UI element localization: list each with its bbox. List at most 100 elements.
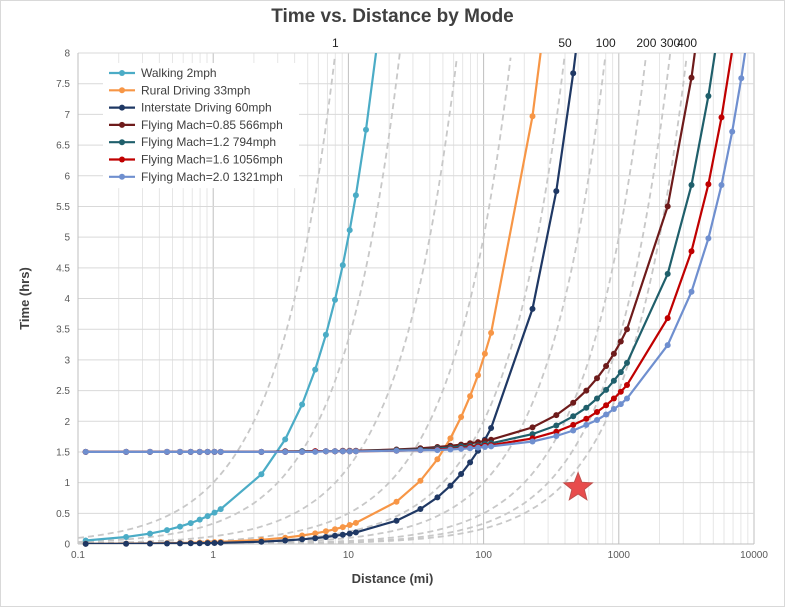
x-tick-label: 0.1: [71, 550, 85, 561]
series-point: [187, 540, 194, 547]
series-point: [553, 422, 560, 429]
series-point: [434, 494, 441, 501]
series-point: [481, 350, 488, 357]
series-point: [164, 540, 170, 547]
series-point: [705, 235, 712, 242]
y-tick-label: 7: [64, 110, 70, 121]
series-point: [688, 74, 695, 81]
series-point: [570, 427, 577, 434]
legend-label: Flying Mach=1.2 794mph: [141, 135, 276, 149]
legend-label: Walking 2mph: [141, 66, 217, 80]
x-tick-label: 100: [475, 550, 492, 561]
y-tick-label: 4: [64, 294, 70, 305]
series-point: [332, 526, 338, 533]
series-point: [417, 447, 424, 454]
series-point: [177, 523, 183, 530]
reference-speed-label: 300: [660, 36, 680, 50]
series-point: [346, 530, 353, 537]
y-tick-label: 6: [64, 171, 70, 182]
series-point: [458, 445, 465, 452]
series-point: [488, 329, 495, 336]
series-point: [258, 448, 265, 455]
x-tick-label: 10000: [740, 550, 768, 561]
series-point: [467, 459, 474, 466]
y-tick-label: 1: [64, 478, 70, 489]
series-point: [729, 128, 736, 135]
series-point: [583, 415, 590, 422]
y-tick-label: 2.5: [56, 386, 70, 397]
series-point: [258, 538, 265, 545]
y-tick-label: 7.5: [56, 79, 70, 90]
series-point: [553, 412, 560, 419]
series-point: [312, 366, 319, 373]
series-point: [624, 395, 630, 402]
series-point: [447, 482, 454, 489]
reference-speed-label: 200: [636, 36, 656, 50]
series-point: [177, 448, 183, 455]
series-point: [488, 443, 495, 450]
series-point: [339, 448, 346, 455]
series-point: [481, 444, 488, 450]
series-point: [529, 438, 536, 445]
series-point: [617, 369, 624, 376]
y-tick-label: 0.5: [56, 509, 70, 520]
series-point: [187, 520, 194, 527]
series-point: [322, 528, 329, 535]
series-point: [570, 421, 577, 428]
series-point: [610, 406, 617, 412]
series-point: [352, 519, 359, 526]
series-point: [82, 540, 89, 547]
series-point: [299, 401, 306, 408]
legend-label: Flying Mach=1.6 1056mph: [141, 153, 283, 167]
series-point: [688, 182, 695, 188]
series-point: [610, 395, 617, 402]
series-point: [312, 530, 319, 537]
series-point: [217, 448, 224, 455]
series-point: [196, 540, 203, 547]
series-point: [147, 530, 153, 537]
series-point: [458, 471, 465, 477]
series-point: [417, 506, 424, 512]
series-point: [211, 540, 218, 546]
series-point: [217, 506, 224, 513]
series-point: [664, 342, 671, 349]
series-point: [603, 386, 610, 393]
series-point: [123, 448, 130, 455]
series-point: [339, 262, 346, 269]
series-point: [603, 411, 610, 418]
series-point: [352, 192, 359, 199]
legend-marker: [119, 104, 125, 111]
series-point: [553, 428, 560, 435]
series-point: [688, 288, 695, 295]
series-point: [688, 248, 695, 255]
series-point: [434, 447, 441, 454]
series-point: [553, 433, 560, 439]
series-point: [475, 372, 481, 379]
series-point: [458, 414, 465, 420]
series-point: [211, 509, 218, 516]
y-tick-label: 5: [64, 233, 70, 244]
series-point: [299, 536, 306, 543]
legend-marker: [119, 156, 125, 163]
reference-speed-curve: [78, 53, 672, 544]
series-point: [352, 529, 359, 536]
series-point: [603, 363, 610, 369]
series-point: [664, 270, 671, 277]
series-point: [529, 113, 536, 120]
reference-speed-label: 50: [558, 36, 572, 50]
x-tick-label: 1000: [608, 550, 631, 561]
series-point: [624, 326, 630, 333]
series-point: [352, 448, 359, 455]
y-tick-label: 4.5: [56, 263, 70, 274]
series-point: [529, 424, 536, 431]
legend-label: Flying Mach=0.85 566mph: [141, 118, 283, 132]
legend-label: Rural Driving 33mph: [141, 83, 250, 97]
series-point: [738, 75, 745, 82]
y-tick-label: 1.5: [56, 447, 70, 458]
series-point: [164, 527, 170, 534]
legend-marker: [119, 139, 125, 146]
series-point: [346, 522, 353, 528]
series-point: [196, 516, 203, 523]
